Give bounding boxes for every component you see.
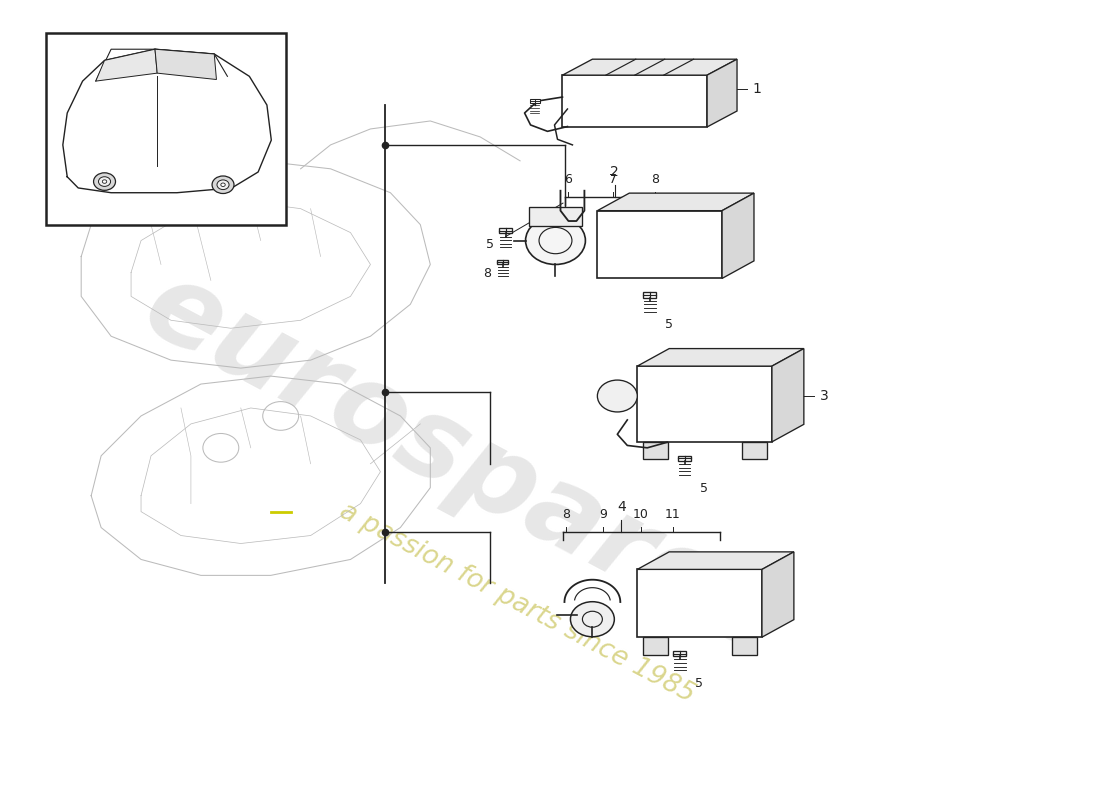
Circle shape (526, 217, 585, 265)
Bar (742, 442, 767, 459)
Text: 6: 6 (564, 174, 572, 186)
Bar (529, 98, 539, 102)
Polygon shape (96, 50, 157, 81)
Text: 11: 11 (664, 508, 681, 521)
Text: 2: 2 (610, 165, 619, 179)
Circle shape (571, 602, 614, 637)
Bar (597, 210, 722, 278)
Bar (562, 75, 707, 127)
Polygon shape (562, 59, 737, 75)
Text: 5: 5 (664, 318, 673, 331)
Text: 1: 1 (752, 82, 761, 96)
Text: 4: 4 (617, 500, 626, 514)
Polygon shape (762, 552, 794, 637)
Polygon shape (722, 193, 754, 278)
Bar (637, 366, 772, 442)
Circle shape (221, 183, 226, 186)
Text: 5: 5 (700, 482, 707, 494)
Bar (644, 293, 657, 298)
Bar (497, 260, 508, 264)
Bar (644, 637, 668, 654)
Bar (673, 651, 686, 656)
Bar (637, 570, 762, 637)
Circle shape (217, 180, 229, 190)
Text: 5: 5 (694, 677, 703, 690)
Circle shape (212, 176, 234, 194)
Circle shape (99, 177, 111, 186)
Text: 8: 8 (651, 174, 659, 186)
Bar (46, 34, 286, 225)
Text: 5: 5 (485, 238, 494, 251)
Text: 8: 8 (483, 266, 491, 280)
Bar (499, 228, 513, 234)
Text: 3: 3 (820, 389, 828, 403)
Polygon shape (597, 193, 754, 210)
Polygon shape (707, 59, 737, 127)
Bar (644, 442, 668, 459)
Text: 8: 8 (562, 508, 570, 521)
Bar (529, 207, 582, 226)
Circle shape (94, 173, 115, 190)
Circle shape (597, 380, 637, 412)
Polygon shape (155, 50, 217, 79)
Polygon shape (637, 349, 804, 366)
Polygon shape (637, 552, 794, 570)
Text: 7: 7 (608, 174, 617, 186)
Text: 10: 10 (632, 508, 649, 521)
Text: eurospares: eurospares (126, 252, 798, 676)
Text: a passion for parts since 1985: a passion for parts since 1985 (336, 498, 700, 708)
Polygon shape (772, 349, 804, 442)
Bar (732, 637, 757, 654)
Bar (679, 456, 691, 461)
Circle shape (102, 180, 107, 183)
Text: 9: 9 (598, 508, 607, 521)
